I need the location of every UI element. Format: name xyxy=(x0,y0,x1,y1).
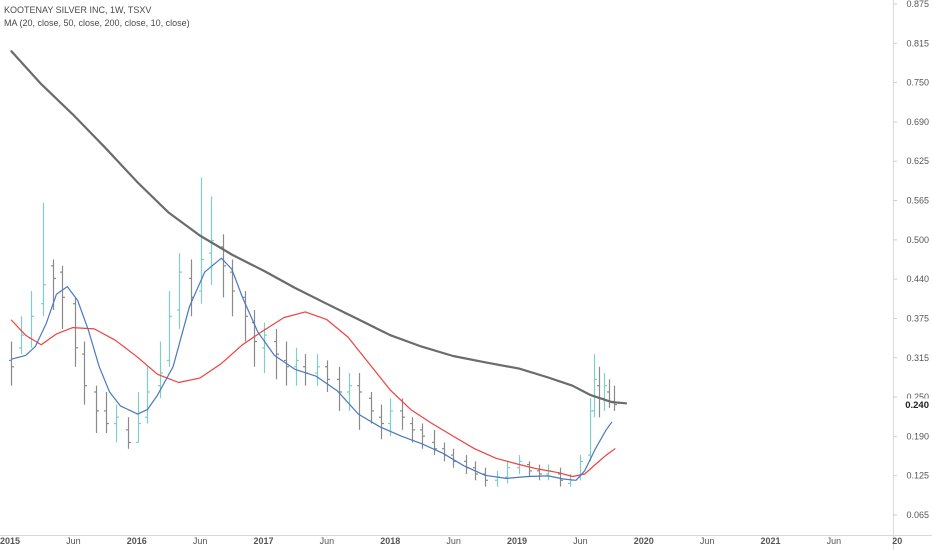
price-bar xyxy=(558,467,563,487)
price-bar xyxy=(294,347,299,386)
price-bar xyxy=(388,398,393,437)
price-tick-label: 0.815 xyxy=(906,38,929,48)
price-bar xyxy=(177,253,182,329)
price-bar xyxy=(410,417,415,443)
price-bar xyxy=(379,404,384,440)
price-bar xyxy=(357,373,362,430)
price-tick-label: 0.750 xyxy=(906,78,929,88)
ma50-line xyxy=(10,311,616,478)
price-tick-label: 0.500 xyxy=(906,235,929,245)
price-bar xyxy=(167,291,172,367)
time-label: Jun xyxy=(700,536,715,546)
time-label: 2017 xyxy=(253,536,273,546)
price-bar xyxy=(262,322,267,374)
time-label: 2016 xyxy=(127,536,147,546)
price-bar xyxy=(104,391,109,433)
price-bar xyxy=(315,354,320,386)
price-bar xyxy=(369,391,374,424)
indicator-label[interactable]: MA (20, close, 50, close, 200, close, 10… xyxy=(4,18,190,28)
time-label: 2019 xyxy=(507,536,527,546)
time-label: 2015 xyxy=(0,536,20,546)
price-bar xyxy=(432,429,437,456)
price-bar xyxy=(400,398,405,430)
time-label: Jun xyxy=(827,536,842,546)
time-label: 2018 xyxy=(380,536,400,546)
price-bar xyxy=(505,461,510,484)
price-bar xyxy=(19,316,24,355)
time-label: 2020 xyxy=(634,536,654,546)
plot-area xyxy=(0,0,893,535)
price-bar xyxy=(209,196,214,285)
price-bar xyxy=(9,341,14,386)
time-label: 2021 xyxy=(760,536,780,546)
last-price-label: 0.240 xyxy=(905,400,929,411)
time-axis[interactable]: 2015 Jun 2016 Jun 2017 Jun 2018 Jun 2019 Jun 2020 J… xyxy=(0,536,902,546)
price-tick-label: 0.315 xyxy=(906,353,929,363)
moving-average-lines xyxy=(10,50,628,481)
price-bar xyxy=(325,360,330,392)
time-label: 20 xyxy=(892,536,902,546)
price-tick-label: 0.375 xyxy=(906,313,929,323)
price-bar xyxy=(41,202,46,317)
price-tick-label: 0.190 xyxy=(906,431,929,441)
price-bar xyxy=(114,404,119,443)
time-label: Jun xyxy=(66,536,81,546)
price-bar xyxy=(82,341,87,405)
price-bar xyxy=(274,328,279,380)
time-label: Jun xyxy=(446,536,461,546)
price-bar xyxy=(145,366,150,424)
price-bar xyxy=(199,177,204,304)
price-bar xyxy=(60,265,65,329)
time-label: Jun xyxy=(573,536,588,546)
price-bar xyxy=(73,297,78,367)
price-tick-label: 0.440 xyxy=(906,274,929,284)
price-tick-label: 0.065 xyxy=(906,510,929,520)
price-tick-label: 0.565 xyxy=(906,196,929,206)
price-bar xyxy=(592,354,597,418)
price-bar xyxy=(126,417,131,449)
time-label: Jun xyxy=(320,536,335,546)
price-tick-label: 0.690 xyxy=(906,117,929,127)
time-label: Jun xyxy=(193,536,208,546)
price-bar xyxy=(136,391,141,444)
ma200-line xyxy=(10,50,628,405)
symbol-title[interactable]: KOOTENAY SILVER INC, 1W, TSXV xyxy=(4,5,152,15)
price-tick-label: 0.875 xyxy=(906,0,929,9)
price-bar xyxy=(527,461,532,478)
price-bar xyxy=(243,291,248,342)
ma20-line xyxy=(10,257,613,481)
price-bar xyxy=(537,464,542,481)
price-bar xyxy=(230,259,235,317)
chart-legend: KOOTENAY SILVER INC, 1W, TSXV MA (20, cl… xyxy=(4,4,190,30)
price-tick-label: 0.250 xyxy=(906,392,929,402)
price-tick-label: 0.125 xyxy=(906,471,929,481)
price-bar xyxy=(337,366,342,411)
price-tick-label: 0.625 xyxy=(906,156,929,166)
price-axis[interactable]: 0.875 0.815 0.750 0.690 0.625 0.565 0.500 0.440… xyxy=(893,0,932,520)
last-price-box xyxy=(894,398,932,411)
price-bar xyxy=(221,234,226,298)
price-bar xyxy=(94,385,99,433)
